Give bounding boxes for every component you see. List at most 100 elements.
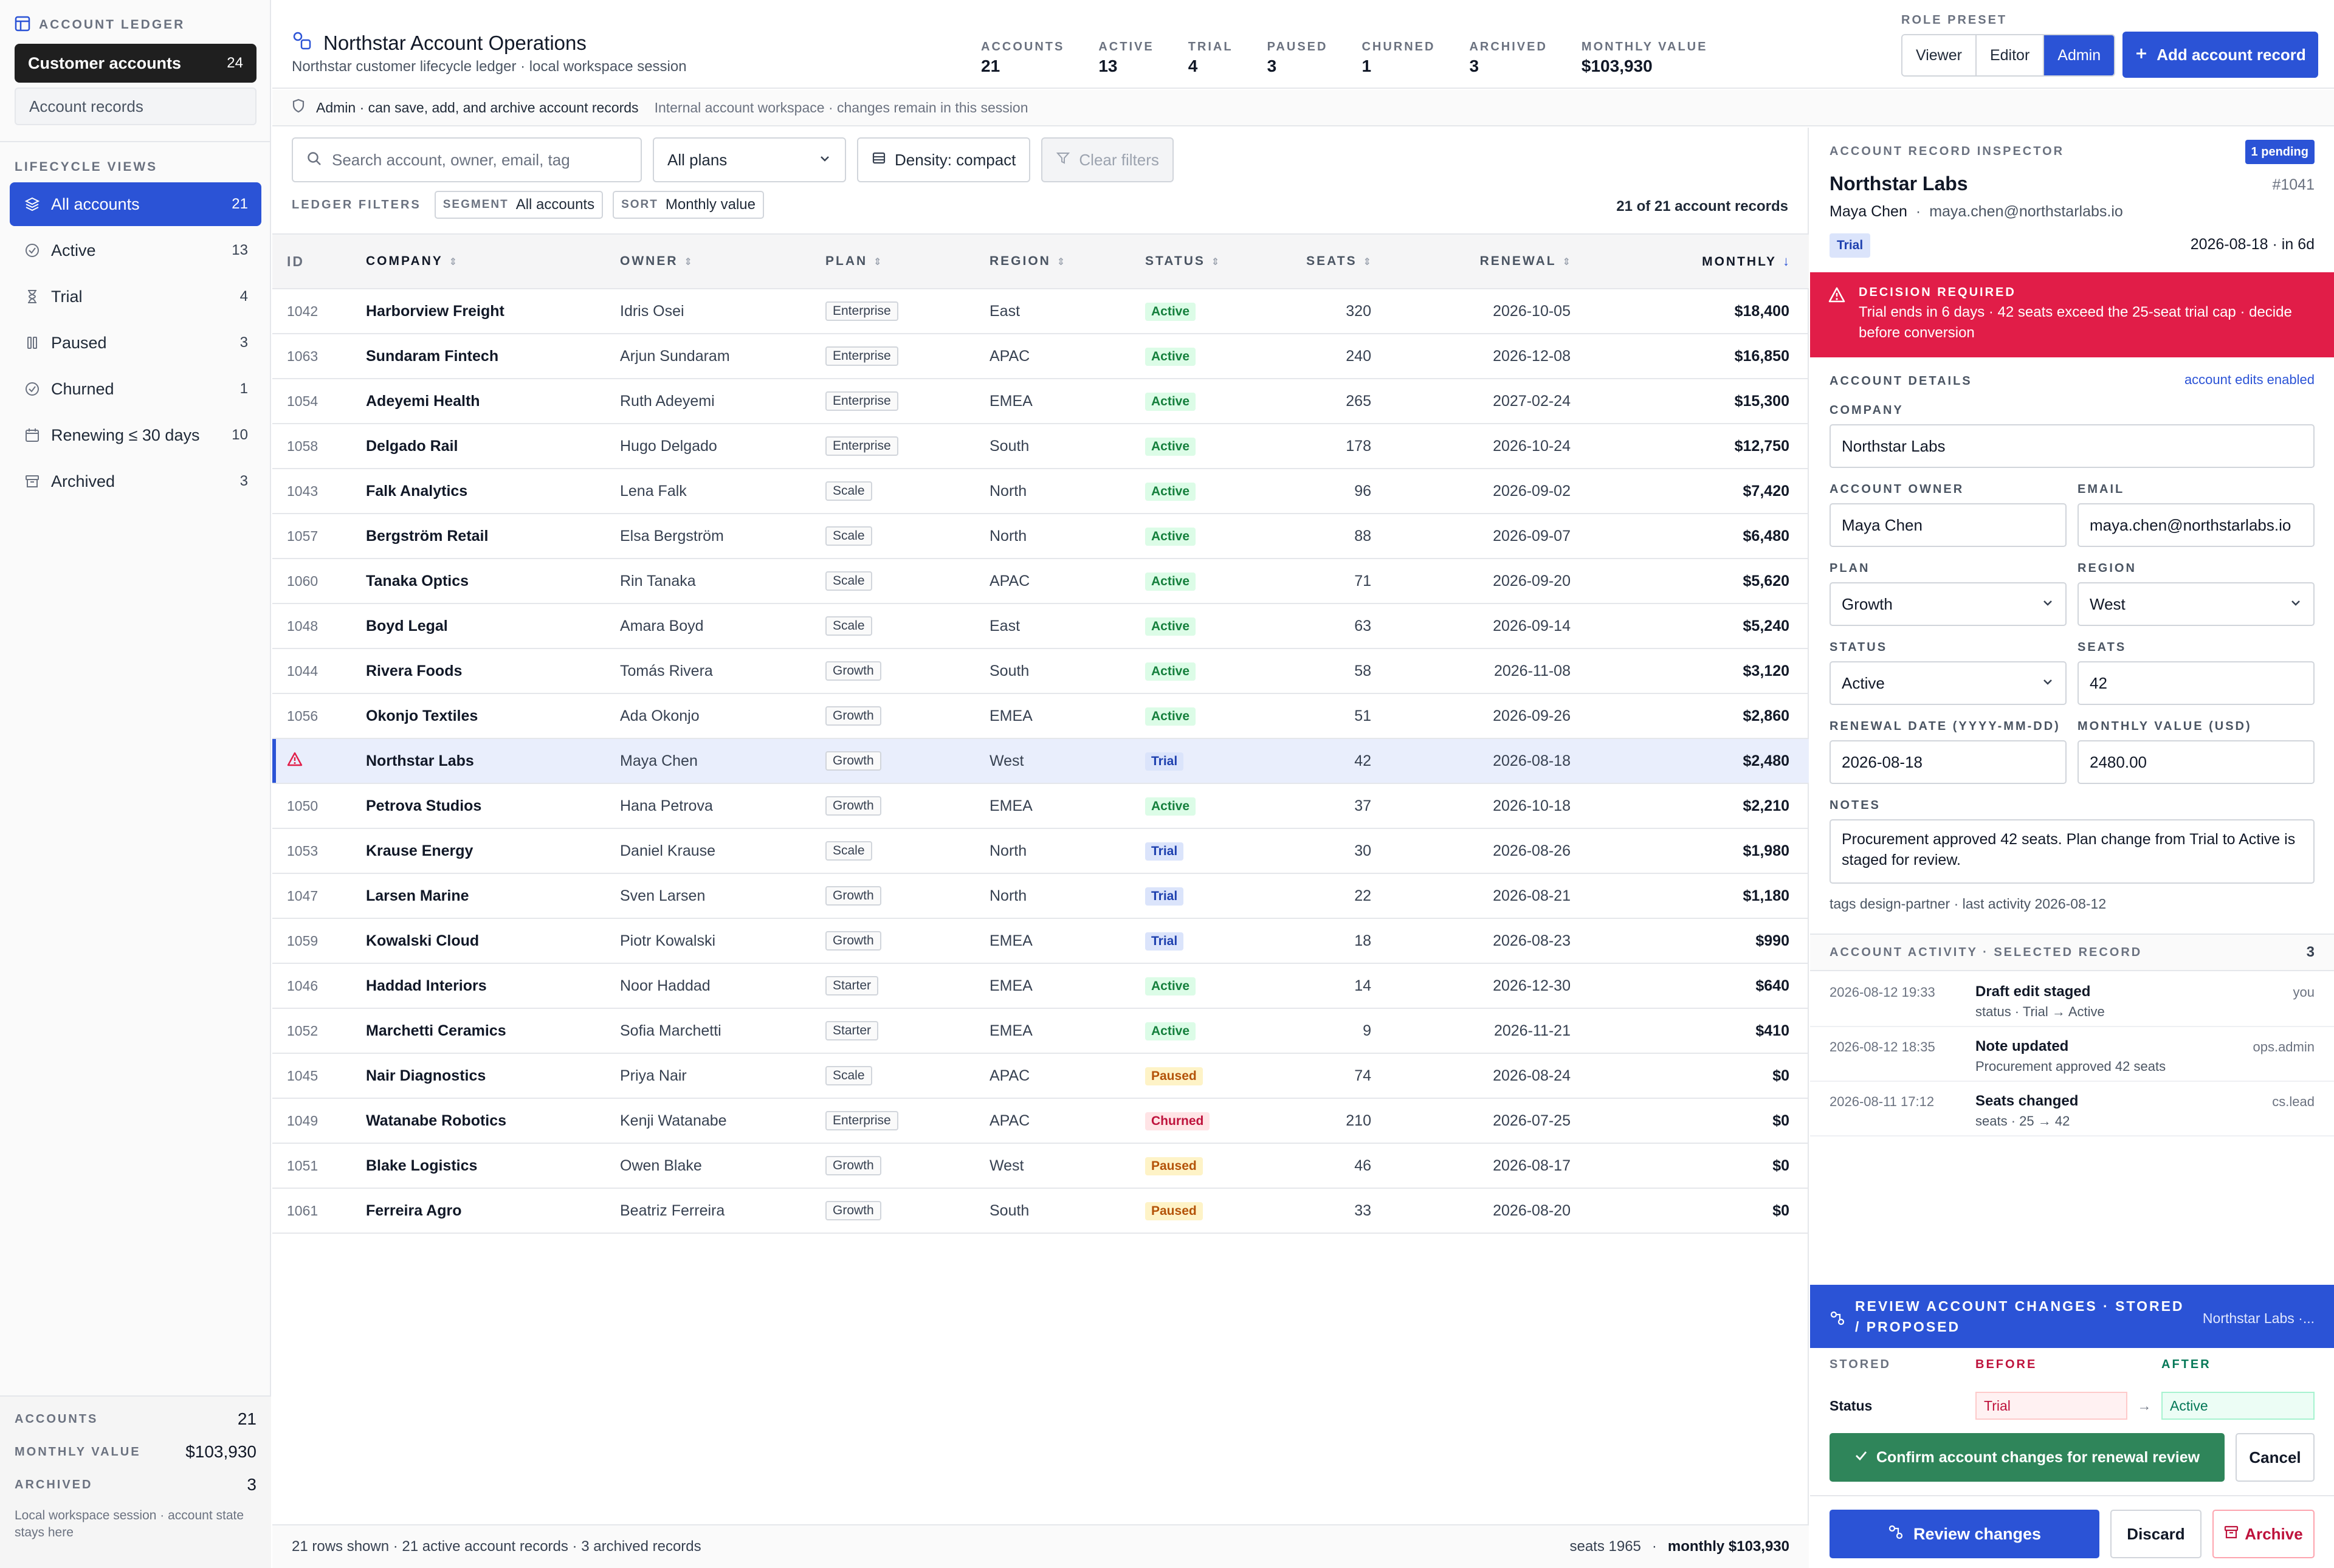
table-row[interactable]: 1047 Larsen Marine Sven Larsen Growth North T…	[272, 873, 1809, 919]
table-row[interactable]: 1058 Delgado Rail Hugo Delgado Enterprise So…	[272, 424, 1809, 469]
region-select[interactable]: West	[2078, 582, 2315, 626]
status-select[interactable]: Active	[1830, 661, 2067, 705]
table-row[interactable]: 1057 Bergström Retail Elsa Bergström Scale N…	[272, 514, 1809, 559]
table-row[interactable]: 1056 Okonjo Textiles Ada Okonjo Growth EMEA A…	[272, 693, 1809, 739]
add-account-record-button[interactable]: Add account record	[2122, 32, 2318, 78]
cell-region: EMEA	[990, 963, 1145, 1009]
sidebar-item-active[interactable]: Active 13	[10, 229, 261, 272]
table-row[interactable]: 1059 Kowalski Cloud Piotr Kowalski Growth EM…	[272, 918, 1809, 964]
column-header-id[interactable]: ID	[272, 233, 366, 289]
page-title-row: Northstar Account Operations	[292, 30, 587, 56]
sidebar-item-paused[interactable]: Paused 3	[10, 321, 261, 365]
renewal-date-field[interactable]: 2026-08-18	[1830, 740, 2067, 784]
sort-icon: ⇕	[449, 257, 458, 267]
cell-plan: Enterprise	[825, 334, 990, 379]
table-row[interactable]: 1060 Tanaka Optics Rin Tanaka Scale APAC Acti…	[272, 559, 1809, 604]
plan-tag: Starter	[825, 976, 879, 995]
table-row-selected[interactable]: Northstar Labs Maya Chen Growth West Trial 42…	[272, 738, 1809, 784]
cell-renewal: 2026-08-24	[1371, 1053, 1571, 1099]
cell-monthly: $1,980	[1571, 828, 1809, 874]
table-row[interactable]: 1045 Nair Diagnostics Priya Nair Scale APAC P…	[272, 1053, 1809, 1099]
table-footer-summary: 21 rows shown · 21 active account record…	[292, 1538, 701, 1555]
archive-button[interactable]: Archive	[2212, 1510, 2315, 1558]
sort-icon: ⇕	[1056, 257, 1065, 267]
monthly-value-field[interactable]: 2480.00	[2078, 740, 2315, 784]
sort-icon: ⇕	[1211, 257, 1220, 267]
table-row[interactable]: 1051 Blake Logistics Owen Blake Growth West P…	[272, 1143, 1809, 1189]
cell-company: Northstar Labs	[366, 738, 620, 784]
row-count: 21 of 21 account records	[1616, 198, 1788, 215]
clear-filters-button[interactable]: Clear filters	[1041, 137, 1174, 182]
table-row[interactable]: 1050 Petrova Studios Hana Petrova Growth EME…	[272, 783, 1809, 829]
cell-monthly: $5,240	[1571, 603, 1809, 649]
account-records-label: Account records	[29, 97, 143, 115]
role-viewer-button[interactable]: Viewer	[1902, 35, 1977, 75]
table-row[interactable]: 1052 Marchetti Ceramics Sofia Marchetti Sta…	[272, 1008, 1809, 1054]
cell-id: 1046	[272, 963, 366, 1009]
role-admin-button[interactable]: Admin	[2044, 35, 2115, 75]
table-row[interactable]: 1061 Ferreira Agro Beatriz Ferreira Growth S…	[272, 1188, 1809, 1234]
cell-status: Active	[1145, 693, 1292, 739]
search-box[interactable]	[292, 137, 642, 182]
confirm-changes-button[interactable]: Confirm account changes for renewal revi…	[1830, 1433, 2225, 1482]
column-header-company[interactable]: COMPANY ⇕	[366, 233, 620, 289]
sort-chip[interactable]: SORT Monthly value	[613, 191, 764, 219]
table-row[interactable]: 1063 Sundaram Fintech Arjun Sundaram Enterp…	[272, 334, 1809, 379]
column-header-renewal[interactable]: RENEWAL ⇕	[1371, 233, 1571, 289]
plan-tag: Enterprise	[825, 1111, 898, 1130]
plan-select[interactable]: Growth	[1830, 582, 2067, 626]
email-field[interactable]: maya.chen@northstarlabs.io	[2078, 503, 2315, 547]
cell-status: Trial	[1145, 828, 1292, 874]
role-editor-button[interactable]: Editor	[1976, 35, 2045, 75]
ledger-filters-label: LEDGER FILTERS	[292, 198, 421, 211]
review-changes-button[interactable]: Review changes	[1830, 1510, 2099, 1558]
notes-textarea[interactable]: Procurement approved 42 seats. Plan chan…	[1830, 819, 2315, 884]
seats-field[interactable]: 42	[2078, 661, 2315, 705]
add-account-record-label: Add account record	[2157, 45, 2306, 64]
page-subtitle: Northstar customer lifecycle ledger · lo…	[292, 58, 687, 75]
account-record-inspector: ACCOUNT RECORD INSPECTOR 1 pending North…	[1810, 128, 2334, 1568]
sidebar-item-churned[interactable]: Churned 1	[10, 367, 261, 411]
sidebar-item-trial[interactable]: Trial 4	[10, 275, 261, 318]
sidebar-item-renewing-30-days[interactable]: Renewing ≤ 30 days 10	[10, 413, 261, 457]
search-input[interactable]	[332, 150, 624, 170]
segment-chip[interactable]: SEGMENT All accounts	[434, 191, 604, 219]
cell-status: Active	[1145, 469, 1292, 514]
review-columns: STORED BEFORE AFTER	[1830, 1358, 2315, 1382]
workspace-customer-accounts[interactable]: Customer accounts 24	[15, 44, 256, 83]
footer-monthly-label: MONTHLY VALUE	[15, 1445, 141, 1459]
table-row[interactable]: 1049 Watanabe Robotics Kenji Watanabe Enter…	[272, 1098, 1809, 1144]
cell-id: 1057	[272, 514, 366, 559]
chevron-down-icon	[2289, 595, 2302, 614]
cell-company: Bergström Retail	[366, 514, 620, 559]
table-row[interactable]: 1054 Adeyemi Health Ruth Adeyemi Enterprise…	[272, 379, 1809, 424]
discard-button[interactable]: Discard	[2110, 1510, 2201, 1558]
table-row[interactable]: 1053 Krause Energy Daniel Krause Scale North…	[272, 828, 1809, 874]
owner-field[interactable]: Maya Chen	[1830, 503, 2067, 547]
column-header-status[interactable]: STATUS ⇕	[1145, 233, 1292, 289]
plan-tag: Enterprise	[825, 436, 898, 456]
cell-monthly: $15,300	[1571, 379, 1809, 424]
stat-trial: TRIAL 4	[1188, 40, 1233, 76]
company-field[interactable]: Northstar Labs	[1830, 424, 2315, 468]
cell-plan: Enterprise	[825, 289, 990, 334]
sidebar-item-all-accounts[interactable]: All accounts 21	[10, 182, 261, 226]
cell-plan: Scale	[825, 559, 990, 604]
sidebar-item-archived[interactable]: Archived 3	[10, 459, 261, 503]
account-records-link[interactable]: Account records	[15, 88, 256, 125]
column-header-region[interactable]: REGION ⇕	[990, 233, 1145, 289]
density-button[interactable]: Density: compact	[857, 137, 1031, 182]
table-row[interactable]: 1043 Falk Analytics Lena Falk Scale North Act…	[272, 469, 1809, 514]
plan-filter-select[interactable]: All plans	[653, 137, 846, 182]
column-header-plan[interactable]: PLAN ⇕	[825, 233, 990, 289]
column-header-owner[interactable]: OWNER ⇕	[620, 233, 825, 289]
column-header-seats[interactable]: SEATS ⇕	[1292, 233, 1371, 289]
table-row[interactable]: 1048 Boyd Legal Amara Boyd Scale East Active 6…	[272, 603, 1809, 649]
table-row[interactable]: 1042 Harborview Freight Idris Osei Enterpri…	[272, 289, 1809, 334]
notes-field-label: NOTES	[1830, 799, 1881, 812]
table-row[interactable]: 1044 Rivera Foods Tomás Rivera Growth South A…	[272, 648, 1809, 694]
cancel-button[interactable]: Cancel	[2236, 1433, 2315, 1482]
column-header-monthly[interactable]: MONTHLY ↓	[1571, 233, 1809, 289]
cell-monthly: $1,180	[1571, 873, 1809, 919]
table-row[interactable]: 1046 Haddad Interiors Noor Haddad Starter EM…	[272, 963, 1809, 1009]
